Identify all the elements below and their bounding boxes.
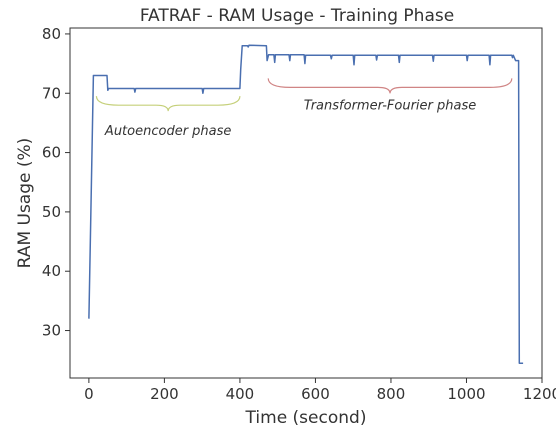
- phase-label: Transformer-Fourier phase: [304, 98, 476, 113]
- plot-frame: [69, 27, 543, 379]
- x-tick-label: 400: [226, 385, 255, 403]
- x-tick-label: 1000: [447, 385, 485, 403]
- x-tick-label: 600: [301, 385, 330, 403]
- y-tick-label: 40: [42, 262, 61, 280]
- y-axis: 30 40 50 60 70 80: [42, 25, 70, 340]
- phase-annotations: Autoencoder phase Transformer-Fourier pha…: [95, 78, 513, 139]
- x-tick-label: 800: [377, 385, 406, 403]
- y-tick-label: 30: [42, 322, 61, 340]
- y-axis-label: RAM Usage (%): [15, 138, 35, 269]
- y-tick-label: 80: [42, 25, 61, 43]
- x-axis: 0 200 400 600 800 1000 1200: [84, 378, 556, 403]
- phase-label: Autoencoder phase: [104, 124, 231, 139]
- y-tick-label: 60: [42, 144, 61, 162]
- phase-brace: [267, 78, 513, 94]
- phase-brace: [95, 96, 241, 112]
- y-tick-label: 50: [42, 203, 61, 221]
- y-tick-label: 70: [42, 84, 61, 102]
- x-axis-label: Time (second): [245, 408, 367, 428]
- chart-title: FATRAF - RAM Usage - Training Phase: [140, 6, 454, 26]
- x-tick-label: 200: [150, 385, 179, 403]
- x-tick-label: 1200: [523, 385, 556, 403]
- ram-usage-line: [88, 44, 524, 364]
- x-tick-label: 0: [84, 385, 94, 403]
